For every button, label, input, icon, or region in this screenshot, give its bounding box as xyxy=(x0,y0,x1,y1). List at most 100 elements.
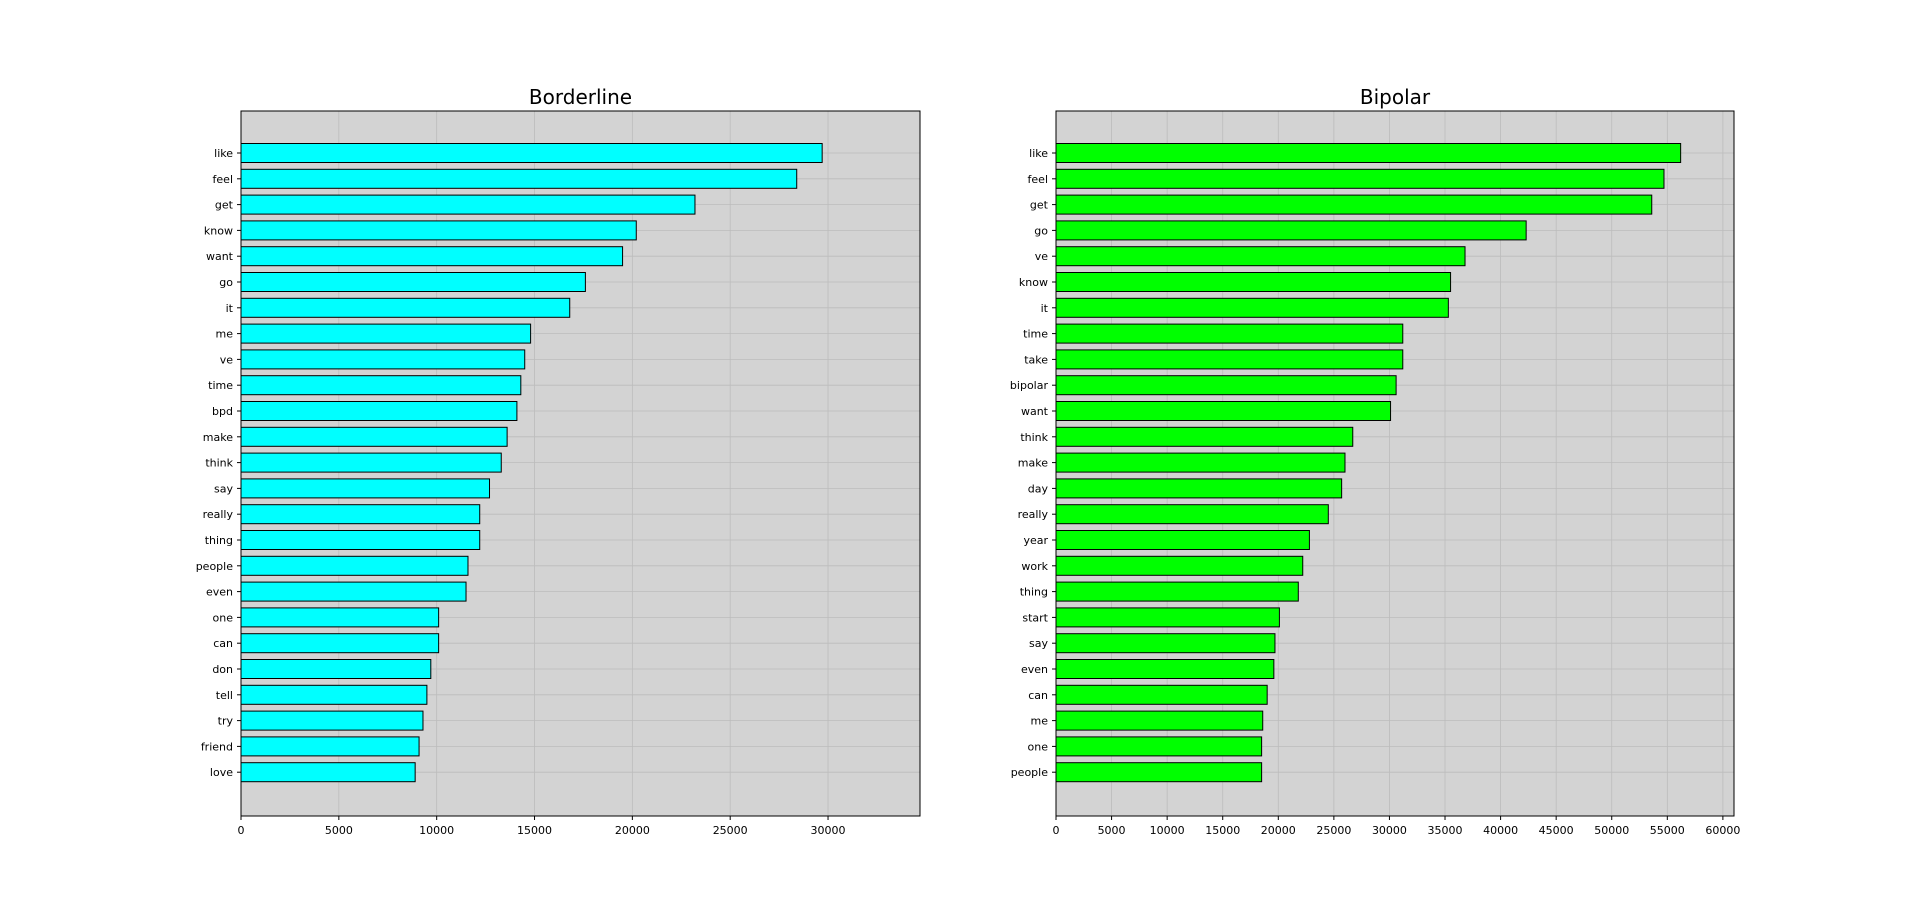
bar-friend xyxy=(240,736,420,757)
x-tick-label: 35000 xyxy=(1428,824,1463,837)
bar-feel xyxy=(240,168,798,189)
bar-can xyxy=(240,633,440,654)
bar-love xyxy=(240,762,416,783)
category-label: go xyxy=(219,276,233,289)
bar-year xyxy=(1055,530,1310,550)
bar-one xyxy=(1055,736,1263,757)
bar-think xyxy=(240,452,502,473)
bar-know xyxy=(240,220,637,241)
category-label: start xyxy=(1022,611,1048,624)
bar-get xyxy=(1055,194,1653,215)
category-label: think xyxy=(1020,431,1048,444)
category-label: can xyxy=(213,637,233,650)
bar-people xyxy=(240,555,469,576)
plot-frame xyxy=(1055,110,1735,817)
category-label: really xyxy=(1018,508,1049,521)
x-tick-label: 50000 xyxy=(1594,824,1629,837)
category-label: thing xyxy=(205,534,233,547)
bar-make xyxy=(1055,452,1346,473)
bar-say xyxy=(1055,633,1276,654)
x-tick-label: 30000 xyxy=(1372,824,1407,837)
category-label: people xyxy=(196,560,234,573)
x-tick-label: 20000 xyxy=(1261,824,1296,837)
x-tick-label: 60000 xyxy=(1705,824,1740,837)
bar-make xyxy=(240,426,508,447)
x-tick-label: 10000 xyxy=(419,824,454,837)
bar-get xyxy=(240,194,696,215)
x-tick-label: 10000 xyxy=(1150,824,1185,837)
bar-don xyxy=(240,659,432,679)
bar-really xyxy=(240,504,481,525)
x-tick-label: 55000 xyxy=(1650,824,1685,837)
bar-it xyxy=(1055,297,1449,318)
bar-even xyxy=(240,581,467,602)
x-tick-label: 15000 xyxy=(517,824,552,837)
bar-people xyxy=(1055,762,1263,783)
x-tick-label: 15000 xyxy=(1205,824,1240,837)
category-label: make xyxy=(203,431,233,444)
category-label: make xyxy=(1018,457,1048,470)
bar-one xyxy=(240,607,440,628)
category-label: love xyxy=(210,766,233,779)
plot-frame xyxy=(240,110,921,817)
category-label: friend xyxy=(201,740,233,753)
bar-think xyxy=(1055,426,1354,447)
chart-title: Borderline xyxy=(529,85,632,109)
category-label: one xyxy=(1028,740,1049,753)
x-tick-label: 0 xyxy=(1053,824,1060,837)
category-label: thing xyxy=(1020,586,1048,599)
bar-even xyxy=(1055,659,1275,679)
category-label: know xyxy=(1019,276,1048,289)
bar-thing xyxy=(240,530,481,550)
category-label: really xyxy=(203,508,234,521)
bar-ve xyxy=(1055,246,1466,267)
category-label: don xyxy=(212,663,233,676)
bar-know xyxy=(1055,272,1452,292)
category-label: think xyxy=(205,457,233,470)
bar-time xyxy=(240,375,522,396)
bar-say xyxy=(240,478,491,499)
bar-go xyxy=(240,272,586,292)
category-label: can xyxy=(1028,689,1048,702)
bar-can xyxy=(1055,684,1268,705)
category-label: day xyxy=(1028,482,1049,495)
category-label: ve xyxy=(1035,250,1049,263)
bar-really xyxy=(1055,504,1329,525)
category-label: me xyxy=(1031,715,1049,728)
x-tick-label: 5000 xyxy=(1098,824,1126,837)
category-label: go xyxy=(1034,224,1048,237)
category-label: like xyxy=(1029,147,1048,160)
category-label: say xyxy=(1029,637,1048,650)
bar-go xyxy=(1055,220,1527,241)
category-label: get xyxy=(1030,199,1049,212)
category-label: bpd xyxy=(212,405,233,418)
bar-day xyxy=(1055,478,1343,499)
category-label: like xyxy=(214,147,233,160)
category-label: want xyxy=(206,250,234,263)
bar-bpd xyxy=(240,401,518,421)
category-label: me xyxy=(216,328,234,341)
bar-me xyxy=(240,323,532,344)
x-tick-label: 40000 xyxy=(1483,824,1518,837)
bar-start xyxy=(1055,607,1280,628)
bar-like xyxy=(1055,143,1682,163)
category-label: even xyxy=(1021,663,1048,676)
x-tick-label: 30000 xyxy=(811,824,846,837)
bar-it xyxy=(240,297,571,318)
category-label: get xyxy=(215,199,234,212)
bar-take xyxy=(1055,349,1404,370)
category-label: work xyxy=(1021,560,1048,573)
category-label: know xyxy=(204,224,233,237)
category-label: feel xyxy=(213,173,233,186)
category-label: say xyxy=(214,482,233,495)
bar-want xyxy=(240,246,624,267)
category-label: try xyxy=(218,715,234,728)
borderline-chart: like feel get know want go it me ve time bpd make th… xyxy=(196,85,921,837)
chart-title: Bipolar xyxy=(1360,85,1431,109)
bar-want xyxy=(1055,401,1392,421)
bar-feel xyxy=(1055,168,1665,189)
x-tick-label: 20000 xyxy=(615,824,650,837)
bars xyxy=(1055,143,1682,783)
bar-thing xyxy=(1055,581,1299,602)
